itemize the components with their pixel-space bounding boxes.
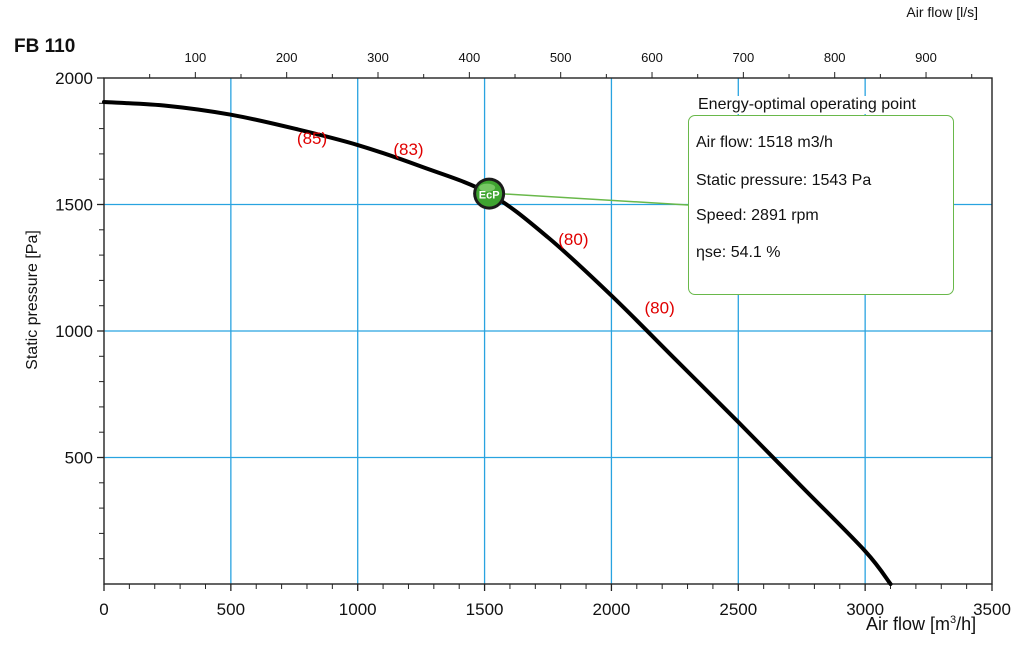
x-axis-label-prefix: Air flow [m (866, 614, 951, 634)
info-box-title: Energy-optimal operating point (696, 96, 918, 114)
operating-point-marker-label: EcP (479, 190, 500, 202)
efficiency-label: (83) (393, 140, 423, 159)
x-tick-label: 3500 (973, 600, 1011, 619)
x2-tick-label: 700 (733, 50, 755, 65)
pressure-curve-line (102, 100, 893, 586)
axes (97, 77, 993, 591)
top-axis-label: Air flow [l/s] (906, 4, 978, 20)
y-tick-label: 1000 (55, 322, 93, 341)
efficiency-label: (80) (558, 230, 588, 249)
y-tick-label: 2000 (55, 69, 93, 88)
x-axis-label: Air flow [m3/h] (866, 614, 976, 635)
info-static-pressure: Static pressure: 1543 Pa (696, 172, 872, 189)
x2-tick-label: 800 (824, 50, 846, 65)
x2-tick-label: 500 (550, 50, 572, 65)
top-axis-tick-labels: 100 200 300 400 500 600 700 800 900 (184, 50, 936, 65)
x-axis-label-superscript: 3 (950, 614, 957, 626)
info-efficiency: ηse: 54.1 % (696, 244, 781, 261)
operating-point-layer: EcP (473, 177, 689, 210)
y-axis-label: Static pressure [Pa] (24, 230, 41, 370)
x2-tick-label: 300 (367, 50, 389, 65)
x2-tick-label: 600 (641, 50, 663, 65)
info-speed: Speed: 2891 rpm (696, 207, 819, 224)
x-tick-label: 500 (217, 600, 245, 619)
curve-layer (102, 100, 893, 586)
x-tick-label: 1500 (466, 600, 504, 619)
efficiency-label: (85) (297, 129, 327, 148)
efficiency-label: (80) (645, 298, 675, 317)
y-tick-labels: 500 1000 1500 2000 (55, 69, 93, 468)
efficiency-labels: (85) (83) (80) (80) (297, 129, 675, 318)
x-tick-label: 2000 (593, 600, 631, 619)
x-tick-label: 2500 (719, 600, 757, 619)
x-tick-label: 1000 (339, 600, 377, 619)
x2-tick-label: 100 (184, 50, 206, 65)
operating-point-connector (499, 192, 689, 206)
y-tick-label: 500 (65, 449, 93, 468)
minor-ticks (99, 72, 973, 589)
x-axis-label-suffix: /h] (956, 614, 977, 634)
chart-title: FB 110 (14, 36, 76, 57)
x2-tick-label: 200 (276, 50, 298, 65)
y-tick-label: 1500 (55, 196, 93, 215)
x-tick-labels: 0 500 1000 1500 2000 2500 3000 3500 (99, 600, 1011, 619)
operating-point-marker-highlight (479, 183, 496, 192)
x-tick-label: 0 (99, 600, 108, 619)
x-tick-label: 3000 (846, 600, 884, 619)
x2-tick-label: 900 (915, 50, 937, 65)
operating-point-info-box (688, 115, 954, 295)
x2-tick-label: 400 (458, 50, 480, 65)
info-air-flow: Air flow: 1518 m3/h (696, 134, 833, 151)
